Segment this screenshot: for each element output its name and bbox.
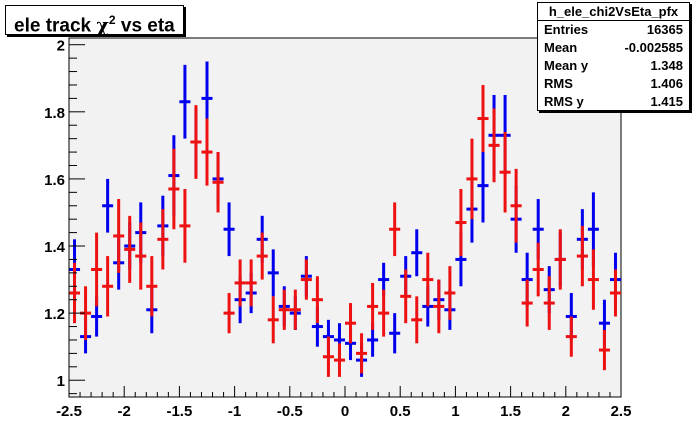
red-data-point [278,289,290,330]
stats-key: RMS y [544,94,584,109]
plot-frame [68,37,622,398]
red-data-point [367,282,379,330]
x-tick-label: -1.5 [166,403,192,420]
y-tick-label: 1.6 [44,172,65,189]
stats-row-mean: Mean -0.002585 [538,39,689,57]
title-chi: χ [96,14,109,37]
stats-key: RMS [544,76,573,91]
stats-value: 1.415 [650,94,683,109]
red-data-point [378,289,390,337]
stats-row-rms: RMS 1.406 [538,75,689,93]
blue-data-point [223,202,235,257]
red-data-point [510,168,522,243]
title-rest: vs eta [115,15,175,37]
red-data-point [521,279,533,327]
red-data-point [289,289,301,330]
red-data-point [400,269,412,324]
blue-data-point [179,64,191,139]
stats-key: Entries [544,22,589,37]
red-data-point [146,256,158,317]
y-tick-label: 2 [57,38,65,55]
y-tick-label: 1.2 [44,306,65,323]
red-data-point [422,252,434,307]
red-data-point [598,329,610,371]
x-tick-label: 1 [451,403,459,420]
red-data-point [543,276,555,330]
x-tick-label: 2 [562,403,570,420]
x-tick-label: -1 [228,403,241,420]
red-data-point [444,266,456,320]
red-data-point [234,259,246,307]
x-tick-label: 0.5 [390,403,411,420]
red-data-point [179,188,191,263]
stats-value: -0.002585 [624,40,683,55]
blue-data-point [411,229,423,277]
red-data-point [311,276,323,324]
blue-data-point [102,178,114,233]
red-data-point [124,215,136,283]
red-data-point [322,336,334,377]
red-data-point [168,148,180,230]
stats-key: Mean y [544,58,589,73]
red-data-point [267,296,279,344]
red-data-point [488,108,500,183]
stats-value: 1.406 [650,76,683,91]
red-data-point [157,209,169,270]
blue-data-point [267,249,279,297]
red-data-point [554,229,566,290]
red-data-point [190,105,202,179]
x-tick-label: -0.5 [277,403,303,420]
red-data-point [201,118,213,186]
red-data-point [223,292,235,334]
plot-title: ele track χ2 vs eta [5,5,184,37]
x-tick-label: -2 [118,403,131,420]
x-tick-label: 0 [341,403,349,420]
title-text: ele track [14,15,92,37]
red-data-point [245,259,257,307]
data-marks [69,61,621,377]
y-tick-label: 1 [57,373,65,390]
y-tick-label: 1.4 [44,239,66,256]
x-tick-label: 2.5 [611,403,632,420]
red-data-point [356,333,368,374]
red-data-point [135,222,147,290]
stats-row-entries: Entries 16365 [538,21,689,39]
red-data-point [113,199,125,273]
red-data-point [256,232,268,280]
x-axis: -2.5 -2 -1.5 -1 -0.5 0 0.5 1 1.5 2 2.5 [56,386,631,420]
red-data-point [433,279,445,334]
red-data-point [411,296,423,344]
red-data-point [499,131,511,213]
red-data-point [532,242,544,297]
red-data-point [300,259,312,300]
red-data-point [466,138,478,220]
blue-data-point [389,313,401,354]
red-data-point [345,303,357,344]
stats-value: 16365 [646,22,683,37]
red-data-point [587,249,599,310]
x-tick-label: 1.5 [500,403,521,420]
stats-box: h_ele_chi2VsEta_pfx Entries 16365 Mean -… [537,2,690,111]
x-tick-label: -2.5 [56,403,82,420]
red-data-point [212,152,224,213]
red-data-point [576,225,588,287]
y-tick-label: 1.8 [44,105,65,122]
stats-value: 1.348 [650,58,683,73]
stats-histogram-name: h_ele_chi2VsEta_pfx [538,3,689,21]
stats-key: Mean [544,40,578,55]
title-superscript: 2 [108,13,116,27]
red-data-point [333,343,345,377]
red-data-point [102,256,114,317]
stats-row-mean-y: Mean y 1.348 [538,57,689,75]
red-data-point [91,232,103,307]
red-data-point [609,269,621,317]
y-axis: 1 1.2 1.4 1.6 1.8 2 [44,38,85,397]
red-data-point [455,188,467,257]
red-data-point [389,202,401,257]
blue-data-point [477,148,489,223]
red-data-point [477,84,489,153]
stats-row-rms-y: RMS y 1.415 [538,93,689,111]
red-data-point [565,316,577,357]
